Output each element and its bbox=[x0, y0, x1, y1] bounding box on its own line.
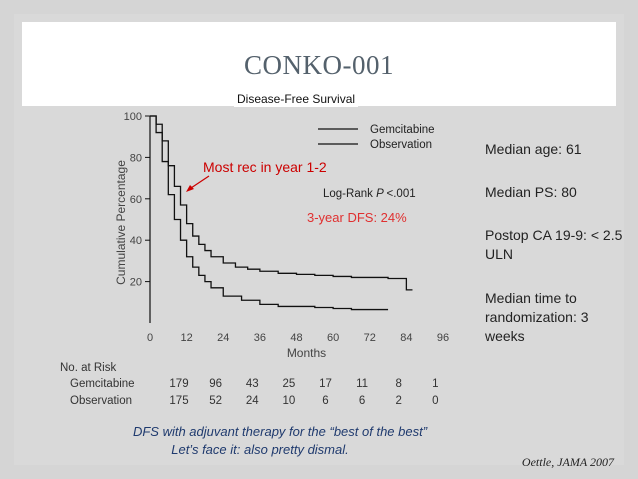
x-tick-label: 12 bbox=[181, 332, 193, 344]
log-rank-annotation: Log-Rank P <.001 bbox=[323, 188, 416, 200]
x-tick-label: 60 bbox=[327, 332, 339, 344]
y-tick-label: 20 bbox=[130, 277, 142, 289]
risk-cell: 17 bbox=[319, 378, 332, 390]
risk-row-label-observation: Observation bbox=[70, 395, 133, 407]
side-note-age: Median age: 61 bbox=[485, 141, 582, 157]
three-year-dfs-annotation: 3-year DFS: 24% bbox=[307, 210, 407, 225]
side-note-time: Median time to randomization: 3 weeks bbox=[485, 290, 589, 344]
risk-cell: 6 bbox=[322, 395, 329, 407]
risk-cell: 43 bbox=[245, 378, 259, 390]
risk-cell: 0 bbox=[432, 395, 439, 407]
y-tick-label: 60 bbox=[130, 194, 142, 206]
risk-cell: 52 bbox=[209, 395, 223, 407]
slide-title: CONKO-001 bbox=[244, 50, 394, 80]
legend-label-gemcitabine: Gemcitabine bbox=[370, 124, 435, 136]
risk-cell: 6 bbox=[358, 395, 366, 407]
x-tick-label: 72 bbox=[364, 332, 376, 344]
x-axis-label: Months bbox=[287, 346, 326, 360]
citation: Oettle, JAMA 2007 bbox=[521, 455, 614, 469]
annotation-arrowhead bbox=[186, 185, 194, 192]
footer-line-1: DFS with adjuvant therapy for the “best … bbox=[132, 424, 428, 439]
x-tick-label: 96 bbox=[437, 332, 449, 344]
risk-cell: 8 bbox=[395, 378, 402, 390]
x-tick-label: 24 bbox=[217, 332, 229, 344]
y-axis-label: Cumulative Percentage bbox=[114, 160, 128, 285]
x-tick-label: 84 bbox=[400, 332, 412, 344]
risk-cell: 25 bbox=[282, 378, 296, 390]
risk-cell: 96 bbox=[209, 378, 223, 390]
y-tick-label: 40 bbox=[130, 235, 142, 247]
risk-cell: 24 bbox=[245, 395, 259, 407]
risk-cell: 11 bbox=[356, 378, 369, 390]
legend: Gemcitabine Observation bbox=[318, 124, 435, 151]
side-note-ps: Median PS: 80 bbox=[485, 184, 577, 200]
series-line-gemcitabine bbox=[150, 115, 413, 291]
risk-cell: 179 bbox=[169, 378, 189, 390]
recurrence-annotation: Most rec in year 1-2 bbox=[203, 159, 327, 175]
legend-label-observation: Observation bbox=[370, 139, 432, 151]
risk-cell: 2 bbox=[395, 395, 402, 407]
side-note-ca199: Postop CA 19-9: < 2.5 ULN bbox=[485, 227, 623, 262]
x-tick-label: 36 bbox=[254, 332, 266, 344]
risk-table-header: No. at Risk bbox=[60, 362, 117, 374]
y-tick-label: 100 bbox=[124, 111, 142, 123]
chart-title: Disease-Free Survival bbox=[234, 91, 359, 107]
risk-cell: 10 bbox=[282, 395, 296, 407]
series-line-observation bbox=[150, 115, 389, 311]
risk-row-label-gemcitabine: Gemcitabine bbox=[70, 378, 135, 390]
x-tick-label: 48 bbox=[290, 332, 302, 344]
x-tick-label: 0 bbox=[147, 332, 153, 344]
y-tick-label: 80 bbox=[130, 152, 142, 164]
risk-cell: 175 bbox=[169, 395, 189, 407]
footer-line-2: Let’s face it: also pretty dismal. bbox=[171, 442, 349, 457]
risk-cell: 1 bbox=[432, 378, 439, 390]
